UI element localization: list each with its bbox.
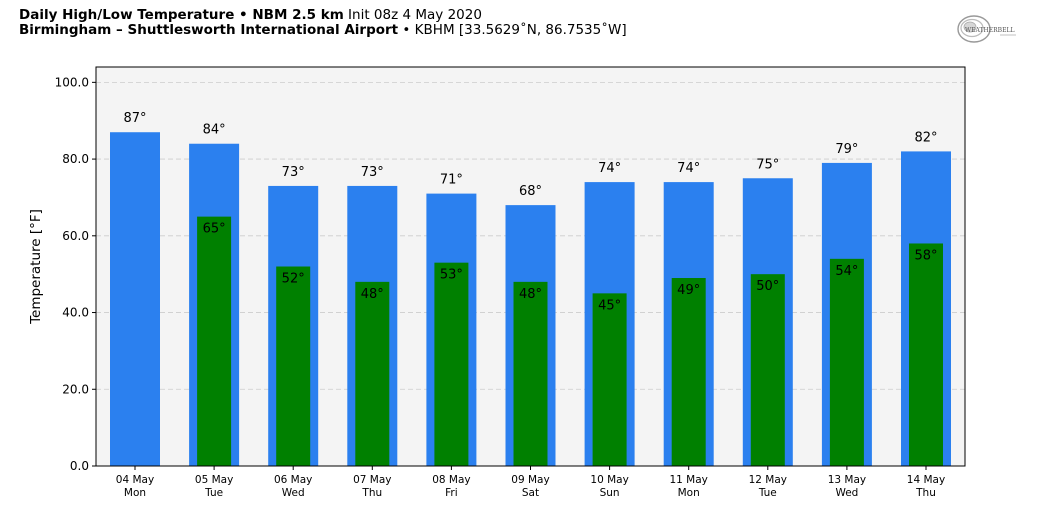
low-temp-bar xyxy=(355,281,390,466)
x-tick-date: 09 May xyxy=(511,474,549,486)
high-temp-label: 82° xyxy=(914,130,937,145)
x-tick-date: 08 May xyxy=(432,474,470,486)
low-temp-label: 48° xyxy=(519,287,542,302)
low-temp-bar xyxy=(750,274,785,466)
header-line-1: Daily High/Low Temperature • NBM 2.5 km … xyxy=(19,8,627,23)
y-tick-label: 60.0 xyxy=(62,229,89,243)
x-tick-date: 13 May xyxy=(828,474,866,486)
low-temp-bar xyxy=(276,266,311,466)
chart-title: Daily High/Low Temperature • NBM 2.5 km xyxy=(19,7,344,23)
high-temp-label: 68° xyxy=(519,184,542,199)
low-temp-label: 58° xyxy=(914,248,937,263)
y-tick-label: 0.0 xyxy=(70,459,89,473)
high-temp-bar xyxy=(110,132,160,466)
low-temp-label: 45° xyxy=(598,298,621,313)
high-temp-label: 71° xyxy=(440,173,463,188)
x-tick-day: Thu xyxy=(361,487,382,499)
low-temp-bar xyxy=(434,262,469,466)
low-temp-bar xyxy=(909,243,943,466)
x-tick-date: 12 May xyxy=(749,474,787,486)
high-temp-label: 84° xyxy=(203,123,226,138)
x-tick-day: Sun xyxy=(600,487,620,499)
header-line-2: Birmingham – Shuttlesworth International… xyxy=(19,23,627,38)
high-temp-label: 75° xyxy=(756,157,779,172)
x-tick-date: 10 May xyxy=(590,474,628,486)
weatherbell-logo-icon: WEATHERBELL xyxy=(957,15,1016,43)
init-time: Init 08z 4 May 2020 xyxy=(343,7,482,23)
x-tick-date: 05 May xyxy=(195,474,233,486)
y-tick-label: 100.0 xyxy=(55,75,89,89)
x-tick-day: Wed xyxy=(282,487,305,499)
low-temp-label: 49° xyxy=(677,283,700,298)
low-temp-label: 52° xyxy=(282,272,305,287)
low-temp-bar xyxy=(829,258,864,466)
high-temp-label: 73° xyxy=(282,165,305,180)
low-temp-label: 65° xyxy=(203,222,226,237)
x-tick-date: 04 May xyxy=(116,474,154,486)
high-temp-label: 74° xyxy=(598,161,621,176)
station-name: Birmingham – Shuttlesworth International… xyxy=(19,22,399,38)
low-temp-bar xyxy=(513,281,548,466)
y-axis-title: Temperature [°F] xyxy=(28,209,44,325)
low-temp-label: 54° xyxy=(835,264,858,279)
y-tick-label: 80.0 xyxy=(62,152,89,166)
x-tick-day: Mon xyxy=(124,487,146,499)
x-tick-day: Fri xyxy=(445,487,458,499)
station-coordinates: • KBHM [33.5629˚N, 86.7535˚W] xyxy=(398,22,627,38)
x-tick-day: Sat xyxy=(522,487,539,499)
x-tick-date: 14 May xyxy=(907,474,945,486)
x-tick-day: Mon xyxy=(678,487,700,499)
x-tick-date: 11 May xyxy=(669,474,707,486)
y-tick-label: 20.0 xyxy=(62,382,89,396)
logo-text: WEATHERBELL xyxy=(965,27,1014,34)
low-temp-label: 48° xyxy=(361,287,384,302)
x-tick-day: Tue xyxy=(758,487,777,499)
high-temp-label: 79° xyxy=(835,142,858,157)
low-temp-bar xyxy=(671,278,706,466)
low-temp-label: 50° xyxy=(756,279,779,294)
x-tick-date: 07 May xyxy=(353,474,391,486)
high-temp-label: 87° xyxy=(123,111,146,126)
low-temp-label: 53° xyxy=(440,268,463,283)
high-temp-label: 74° xyxy=(677,161,700,176)
chart-header: Daily High/Low Temperature • NBM 2.5 km … xyxy=(19,8,627,38)
x-tick-day: Tue xyxy=(204,487,223,499)
x-tick-date: 06 May xyxy=(274,474,312,486)
x-tick-day: Thu xyxy=(915,487,936,499)
x-tick-day: Wed xyxy=(835,487,858,499)
low-temp-bar xyxy=(197,216,232,466)
high-temp-label: 73° xyxy=(361,165,384,180)
y-tick-label: 40.0 xyxy=(62,306,89,320)
low-temp-bar xyxy=(592,293,627,466)
